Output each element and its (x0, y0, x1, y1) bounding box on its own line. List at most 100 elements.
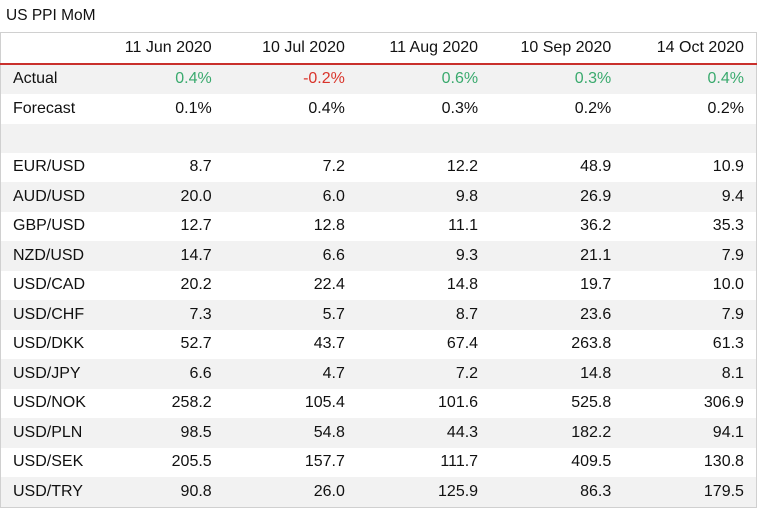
pair-value: 306.9 (703, 394, 744, 412)
pair-label: USD/DKK (13, 335, 85, 353)
pair-value: 205.5 (171, 453, 212, 471)
pair-label: NZD/USD (0, 241, 91, 271)
pair-value: 61.3 (712, 335, 744, 353)
pair-value: 98.5 (90, 418, 224, 448)
pair-row: USD/CAD 20.2 22.4 14.8 19.7 10.0 (1, 271, 757, 301)
ppi-table: 11 Jun 2020 10 Jul 2020 11 Aug 2020 10 S… (0, 32, 757, 508)
pair-row: USD/TRY 90.8 26.0 125.9 86.3 179.5 (0, 477, 757, 507)
actual-value: 0.4% (90, 63, 224, 94)
pair-value: 26.0 (223, 477, 357, 507)
actual-value: -0.2% (223, 63, 357, 94)
pair-value: 9.4 (623, 182, 757, 212)
pair-value: 14.7 (90, 241, 224, 271)
pair-value: 9.3 (356, 241, 491, 271)
pair-value: 67.4 (446, 335, 479, 353)
forecast-value: 0.1% (175, 99, 212, 117)
actual-row: Actual 0.4% -0.2% 0.6% 0.3% 0.4% (0, 63, 757, 94)
pair-value: 14.8 (446, 276, 479, 294)
pair-value: 90.8 (90, 477, 224, 507)
actual-value: 0.3% (490, 63, 624, 94)
pair-value: 409.5 (571, 453, 612, 471)
pair-row: USD/JPY 6.6 4.7 7.2 14.8 8.1 (0, 359, 757, 389)
pair-value: 6.6 (90, 359, 224, 389)
pair-value: 101.6 (438, 394, 479, 412)
pair-value: 14.8 (490, 359, 624, 389)
pair-row: USD/SEK 205.5 157.7 111.7 409.5 130.8 (1, 448, 757, 478)
actual-value: 0.6% (356, 63, 491, 94)
pair-row: NZD/USD 14.7 6.6 9.3 21.1 7.9 (0, 241, 757, 271)
pair-row: EUR/USD 8.7 7.2 12.2 48.9 10.9 (1, 153, 757, 183)
pair-value: 7.3 (90, 300, 224, 330)
pair-value: 35.3 (712, 217, 744, 235)
pair-value: 94.1 (623, 418, 757, 448)
pair-value: 6.0 (223, 182, 357, 212)
pair-value: 4.7 (223, 359, 357, 389)
pair-value: 21.1 (490, 241, 624, 271)
pair-value: 12.7 (180, 217, 212, 235)
pair-value: 8.7 (189, 158, 212, 176)
forecast-row: Forecast 0.1% 0.4% 0.3% 0.2% 0.2% (1, 94, 757, 124)
header-row: 11 Jun 2020 10 Jul 2020 11 Aug 2020 10 S… (0, 33, 757, 64)
column-header: 11 Aug 2020 (389, 38, 479, 56)
pair-value: 7.2 (322, 158, 345, 176)
pair-row: AUD/USD 20.0 6.0 9.8 26.9 9.4 (0, 182, 757, 212)
pair-value: 105.4 (304, 394, 345, 412)
forecast-value: 0.4% (308, 99, 345, 117)
pair-row: USD/CHF 7.3 5.7 8.7 23.6 7.9 (0, 300, 757, 330)
pair-label: USD/SEK (13, 453, 84, 471)
pair-value: 22.4 (313, 276, 345, 294)
pair-value: 12.2 (446, 158, 479, 176)
pair-value: 525.8 (571, 394, 612, 412)
pair-value: 43.7 (313, 335, 345, 353)
pair-row: USD/DKK 52.7 43.7 67.4 263.8 61.3 (1, 330, 757, 360)
actual-value: 0.4% (623, 63, 757, 94)
pair-label: USD/JPY (0, 359, 91, 389)
pair-value: 44.3 (356, 418, 491, 448)
pair-value: 48.9 (580, 158, 612, 176)
pair-value: 157.7 (304, 453, 345, 471)
pair-value: 179.5 (623, 477, 757, 507)
pair-value: 36.2 (580, 217, 612, 235)
pair-value: 10.0 (712, 276, 744, 294)
pair-value: 26.9 (490, 182, 624, 212)
pair-label: USD/PLN (0, 418, 91, 448)
pair-value: 54.8 (223, 418, 357, 448)
pair-value: 10.9 (712, 158, 744, 176)
pair-value: 8.1 (623, 359, 757, 389)
pair-label: USD/CHF (0, 300, 91, 330)
forecast-value: 0.3% (441, 99, 479, 117)
pair-value: 20.2 (180, 276, 212, 294)
pair-value: 111.7 (440, 453, 479, 471)
pair-label: USD/NOK (13, 394, 86, 412)
spacer-row (0, 123, 757, 153)
pair-value: 6.6 (223, 241, 357, 271)
pair-value: 52.7 (180, 335, 212, 353)
pair-label: EUR/USD (13, 158, 86, 176)
row-label: Actual (0, 63, 91, 94)
pair-value: 20.0 (90, 182, 224, 212)
pair-value: 125.9 (356, 477, 491, 507)
pair-value: 5.7 (223, 300, 357, 330)
pair-row: USD/PLN 98.5 54.8 44.3 182.2 94.1 (0, 418, 757, 448)
pair-label: GBP/USD (13, 217, 86, 235)
pair-value: 7.9 (623, 300, 757, 330)
column-header: 10 Sep 2020 (520, 38, 612, 56)
pair-value: 86.3 (490, 477, 624, 507)
pair-value: 11.1 (448, 217, 479, 235)
pair-value: 258.2 (171, 394, 212, 412)
row-label: Forecast (13, 99, 76, 117)
forecast-value: 0.2% (707, 99, 744, 117)
column-header: 14 Oct 2020 (656, 38, 744, 56)
pair-value: 182.2 (490, 418, 624, 448)
header-corner (1, 33, 91, 64)
pair-value: 8.7 (356, 300, 491, 330)
pair-value: 9.8 (356, 182, 491, 212)
column-header: 10 Jul 2020 (262, 38, 345, 56)
pair-value: 12.8 (313, 217, 345, 235)
pair-value: 23.6 (490, 300, 624, 330)
pair-value: 19.7 (580, 276, 612, 294)
pair-row: USD/NOK 258.2 105.4 101.6 525.8 306.9 (1, 389, 757, 419)
pair-row: GBP/USD 12.7 12.8 11.1 36.2 35.3 (1, 212, 757, 242)
pair-value: 7.9 (623, 241, 757, 271)
pair-value: 263.8 (571, 335, 612, 353)
